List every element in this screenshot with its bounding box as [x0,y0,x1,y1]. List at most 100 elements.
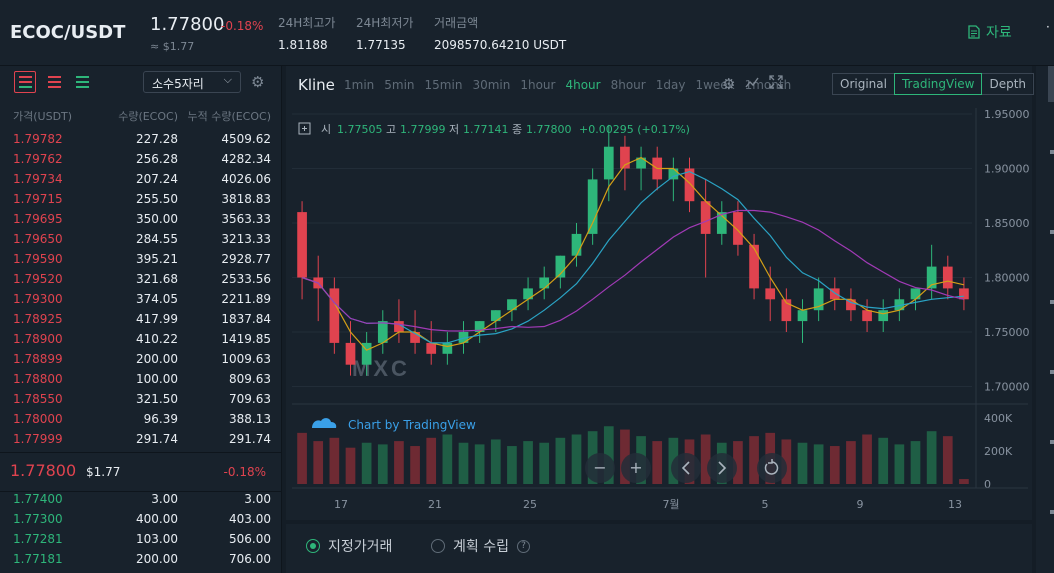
pair-title[interactable]: ECOC/USDT [10,22,126,43]
row-total: 706.00 [229,552,271,566]
row-amount: 291.74 [136,432,178,446]
row-amount: 321.68 [136,272,178,286]
indicator-icon[interactable] [745,75,760,93]
row-total: 4509.62 [221,132,271,146]
kline-title: Kline [298,76,335,94]
close-label: 종 [512,123,522,136]
zoom-in-button[interactable]: + [621,453,651,483]
candle [894,288,905,322]
chart-tools: ⚙ [722,75,784,93]
bid-row[interactable]: 1.77400 3.00 3.00 [0,489,282,509]
view-both-button[interactable] [14,71,36,93]
ask-row[interactable]: 1.79695 350.00 3563.33 [0,209,282,229]
bid-row[interactable]: 1.77300 400.00 403.00 [0,509,282,529]
row-amount: 255.50 [136,192,178,206]
ask-row[interactable]: 1.79734 207.24 4026.06 [0,169,282,189]
chevron-down-icon: ⌵ [223,73,232,86]
view-bids-button[interactable] [71,71,93,93]
tab-original[interactable]: Original [832,73,895,95]
plan-order-radio[interactable]: 계획 수립 ? [431,536,530,556]
price-tick: 1.95000 [984,108,1030,121]
ask-row[interactable]: 1.78550 321.50 709.63 [0,389,282,409]
minus-icon: − [593,458,606,477]
bid-row[interactable]: 1.77181 200.00 706.00 [0,549,282,569]
reset-chart-button[interactable] [757,453,787,483]
volume-bar [846,441,856,484]
candle [846,288,856,322]
header-edge-glyph: · [1046,20,1050,34]
ask-row[interactable]: 1.79650 284.55 3213.33 [0,229,282,249]
gear-icon[interactable]: ⚙ [722,75,736,93]
scroll-left-button[interactable] [671,453,701,483]
open-value: 1.77505 [337,123,383,136]
decimal-select[interactable]: 소수5자리 ⌵ [143,71,241,93]
kline-chart[interactable]: MXC 1.950001.900001.850001.800001.750001… [286,106,1032,518]
expand-legend-icon[interactable] [298,122,311,135]
help-icon[interactable]: ? [516,539,530,553]
interval-30min[interactable]: 30min [472,78,511,92]
ask-row[interactable]: 1.79300 374.05 2211.89 [0,289,282,309]
interval-5min[interactable]: 5min [384,78,415,92]
tab-tradingview[interactable]: TradingView [893,73,983,95]
tab-depth[interactable]: Depth [981,73,1035,95]
volume-bar [394,441,404,484]
book-last-price: 1.77800 [10,461,77,480]
price-tick: 1.70000 [984,381,1030,394]
interval-15min[interactable]: 15min [424,78,463,92]
bid-row[interactable]: 1.77281 103.00 506.00 [0,529,282,549]
ask-row[interactable]: 1.77999 291.74 291.74 [0,429,282,449]
ask-row[interactable]: 1.79590 395.21 2928.77 [0,249,282,269]
ask-row[interactable]: 1.78000 96.39 388.13 [0,409,282,429]
interval-1week[interactable]: 1week [695,78,735,92]
row-amount: 200.00 [136,352,178,366]
interval-8hour[interactable]: 8hour [610,78,646,92]
fullscreen-icon[interactable] [769,75,784,93]
interval-1min[interactable]: 1min [344,78,375,92]
interval-bar: 1min 5min 15min 30min 1hour 4hour 8hour 1day 1we… [344,78,791,92]
candle [942,255,953,300]
gear-icon[interactable]: ⚙ [251,73,265,91]
tradingview-credit[interactable]: Chart by TradingView [312,418,476,432]
low-label: 24H최저가 [356,16,414,30]
ask-row[interactable]: 1.79782 227.28 4509.62 [0,129,282,149]
view-asks-button[interactable] [43,71,65,93]
ask-row[interactable]: 1.78925 417.99 1837.84 [0,309,282,329]
ask-row[interactable]: 1.78900 410.22 1419.85 [0,329,282,349]
zoom-out-button[interactable]: − [585,453,615,483]
time-tick: 13 [948,498,962,511]
price-axis: 1.95000 1.90000 1.85000 1.80000 1.75000 1.700… [975,108,1030,488]
scroll-right-button[interactable] [707,453,737,483]
interval-1day[interactable]: 1day [655,78,686,92]
ask-row[interactable]: 1.78899 200.00 1009.63 [0,349,282,369]
row-amount: 227.28 [136,132,178,146]
volume-bar [474,444,485,484]
row-total: 1419.85 [221,332,271,346]
row-amount: 284.55 [136,232,178,246]
limit-order-radio[interactable]: 지정가거래 [306,536,392,556]
ask-row[interactable]: 1.79520 321.68 2533.56 [0,269,282,289]
amount-value: 2098570.64210 USDT [434,38,567,52]
info-button[interactable]: 자료 [968,22,1012,42]
time-tick: 17 [334,498,348,511]
candle [749,233,759,300]
grid [292,113,972,387]
book-last-change: -0.18% [223,465,266,479]
ask-row[interactable]: 1.79715 255.50 3818.83 [0,189,282,209]
ask-row[interactable]: 1.79762 256.28 4282.34 [0,149,282,169]
ask-row[interactable]: 1.78800 100.00 809.63 [0,369,282,389]
interval-4hour[interactable]: 4hour [565,78,601,92]
row-price: 1.77300 [13,512,63,526]
open-label: 시 [321,123,331,136]
col-amount: 수량(ECOC) [118,110,178,123]
low-value: 1.77135 [356,38,406,52]
scrollbar[interactable] [1048,66,1054,102]
candle [878,299,889,332]
interval-1hour[interactable]: 1hour [520,78,556,92]
low-label: 저 [449,123,459,136]
candle [394,299,404,343]
high-value: 1.81188 [278,38,328,52]
volume-bar [442,434,453,484]
time-tick: 5 [762,498,769,511]
volume-bar [894,444,905,484]
volume-bar [555,437,566,484]
